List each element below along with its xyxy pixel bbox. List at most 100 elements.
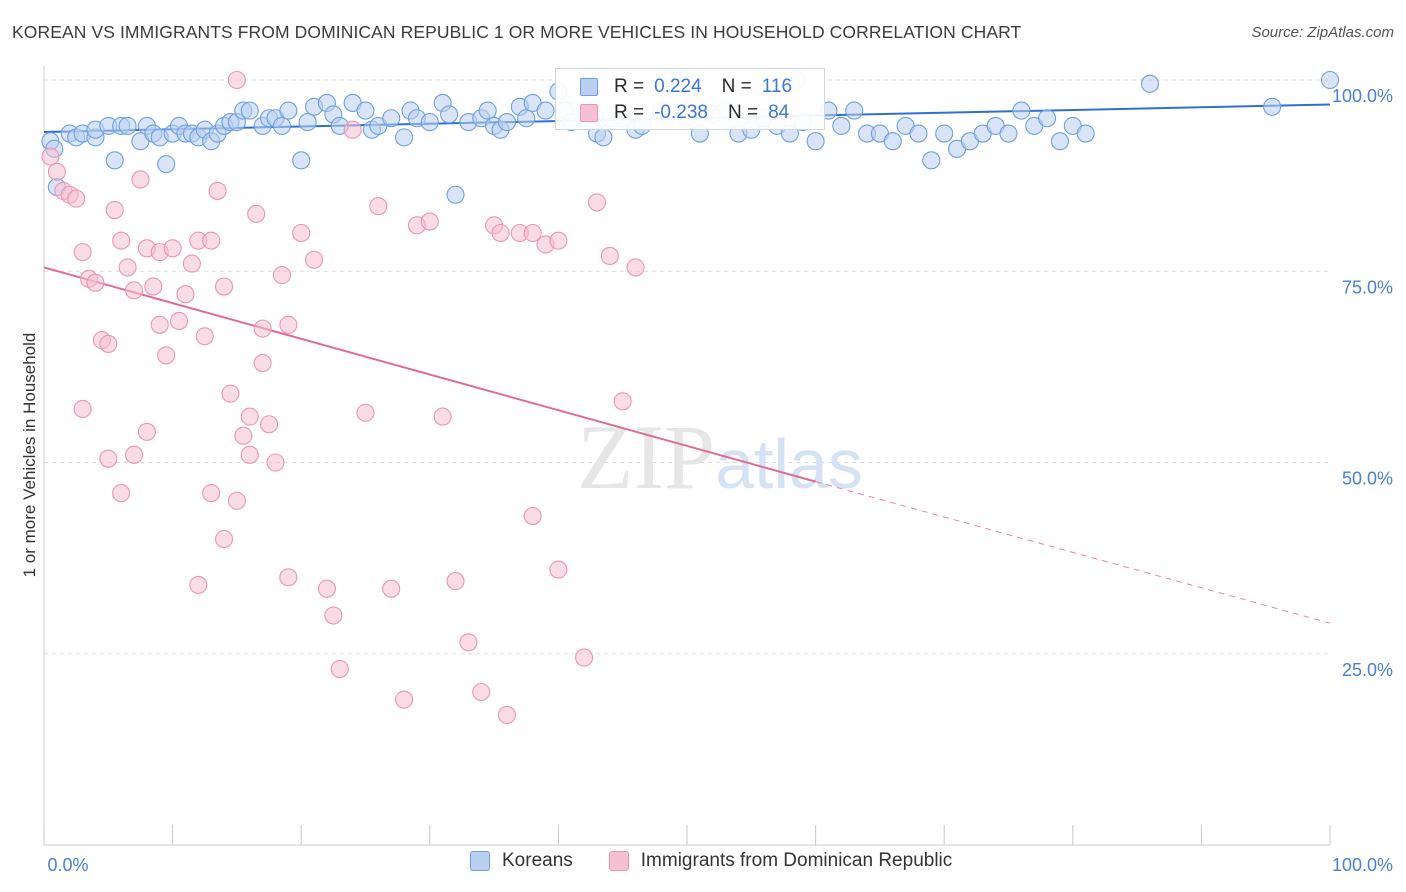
stats-legend: R = 0.224 N = 116 R = -0.238 N = 84 [555,68,825,130]
data-point [240,445,259,464]
data-point [240,407,259,426]
data-point [214,277,234,296]
y-tick-label: 25.0% [1342,660,1393,680]
data-point [67,189,86,208]
data-point [247,204,266,223]
data-point [150,315,169,334]
data-point [626,258,645,277]
data-point [189,575,208,594]
data-point [523,223,542,243]
data-point [214,529,234,549]
data-point [446,185,465,204]
data-point [317,579,336,598]
axes [43,66,1331,846]
legend-row-koreans: R = 0.224 N = 116 [580,75,792,99]
legend-item-dominican: Immigrants from Dominican Republic [608,850,953,872]
data-point [395,128,414,147]
data-point [1320,70,1340,90]
data-point [137,422,156,441]
data-point [478,101,497,120]
data-point [1076,124,1095,143]
data-point [395,690,414,709]
data-point [73,243,92,262]
data-point [587,193,607,212]
data-point [99,449,118,468]
data-point [883,132,902,151]
data-point [575,648,594,667]
data-point [446,572,465,591]
trend-extension-dominican [815,481,1331,624]
data-point [549,231,568,250]
data-point [845,101,864,120]
data-point [163,239,182,258]
data-point [73,399,92,419]
data-point [935,124,954,143]
legend-n-value: 84 [768,102,790,123]
y-tick-label: 75.0% [1342,277,1393,297]
data-point [112,231,131,250]
data-point [536,101,555,120]
data-point [1140,74,1160,93]
data-point [922,151,941,170]
data-point [221,384,240,403]
data-point [832,116,851,135]
data-point [305,250,324,269]
legend-n-value: 116 [761,76,793,97]
tick-labels: 25.0% 50.0% 75.0% 100.0% 0.0% 100.0% [47,86,1393,875]
data-point [112,484,131,503]
data-point [169,311,189,331]
legend-item-koreans: Koreans [470,850,573,872]
data-point [240,101,259,120]
x-tick-label: 0.0% [47,855,88,875]
data-point [909,124,928,143]
legend-swatch-dominican [608,851,629,871]
data-point [1263,97,1282,116]
data-point [523,506,542,526]
data-point [279,568,298,587]
data-point [202,231,221,250]
data-point [324,606,343,625]
y-tick-label: 50.0% [1342,469,1393,489]
chart-title: KOREAN VS IMMIGRANTS FROM DOMINICAN REPU… [12,22,1022,42]
data-point [1012,101,1031,120]
data-point [41,147,60,166]
y-tick-label: 100.0% [1332,86,1393,106]
data-point [227,491,246,510]
data-point [208,181,227,200]
points-dominican [41,70,697,725]
data-point [259,415,279,434]
source-label: Source: ZipAtlas.com [1251,24,1394,41]
legend-r-label: R = [614,102,645,123]
data-point [1050,132,1069,151]
data-point [227,70,246,90]
legend-swatch-dominican [580,104,598,122]
data-point [806,132,825,151]
data-point [279,315,298,334]
trend-line-dominican [43,266,816,483]
data-point [124,281,144,300]
data-point [459,633,478,652]
data-point [202,484,221,503]
gridlines [44,79,1330,655]
data-point [118,258,137,277]
data-point [594,128,613,147]
data-point [433,407,452,426]
legend-swatch-koreans [580,78,598,96]
data-point [497,113,517,132]
data-point [472,682,491,702]
watermark-zip: ZIP [577,406,715,508]
data-point [272,116,291,135]
data-point [157,155,176,174]
data-point [131,170,150,189]
data-point [613,392,632,411]
x-tick-label: 100.0% [1332,855,1393,875]
data-point [253,353,272,373]
legend-r-value: -0.238 [654,102,708,123]
data-point [356,403,375,422]
legend-label-koreans: Koreans [502,850,573,871]
data-point [382,579,401,598]
legend-label-dominican: Immigrants from Dominican Republic [640,850,953,871]
data-point [105,201,124,220]
data-point [369,197,388,216]
data-point [157,346,176,365]
